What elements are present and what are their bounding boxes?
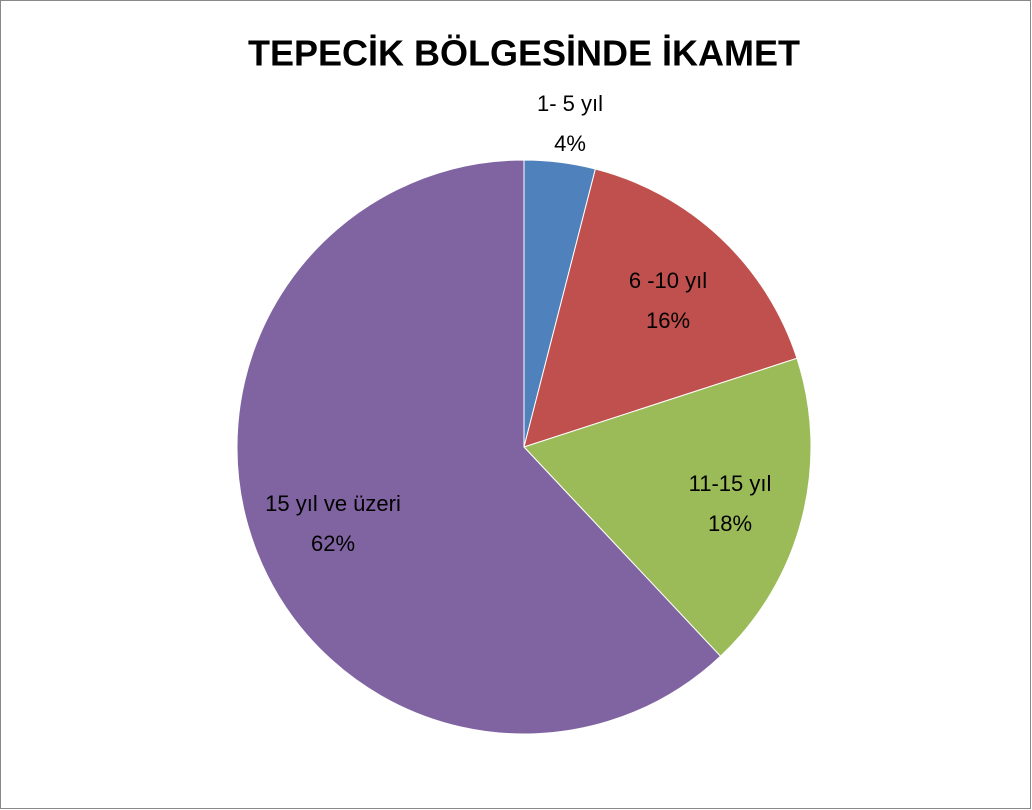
chart-title: TEPECİK BÖLGESİNDE İKAMET [248, 33, 800, 74]
slice-category: 11-15 yıl [689, 471, 772, 496]
pie-slice [236, 159, 722, 735]
slice-label: 6 -10 yıl 16% [629, 268, 707, 333]
slice-percent: 62% [311, 531, 355, 556]
pie-slice [523, 168, 798, 448]
slice-label: 11-15 yıl 18% [689, 471, 772, 536]
slice-category: 1- 5 yıl [537, 91, 603, 116]
slice-label: 1- 5 yıl 4% [537, 91, 603, 156]
slice-percent: 4% [554, 131, 586, 156]
slice-category: 15 yıl ve üzeri [265, 491, 401, 516]
slice-percent: 16% [646, 308, 690, 333]
slice-category: 6 -10 yıl [629, 268, 707, 293]
slice-label: 15 yıl ve üzeri 62% [265, 491, 401, 556]
slice-percent: 18% [708, 511, 752, 536]
pie-slice [523, 357, 812, 657]
